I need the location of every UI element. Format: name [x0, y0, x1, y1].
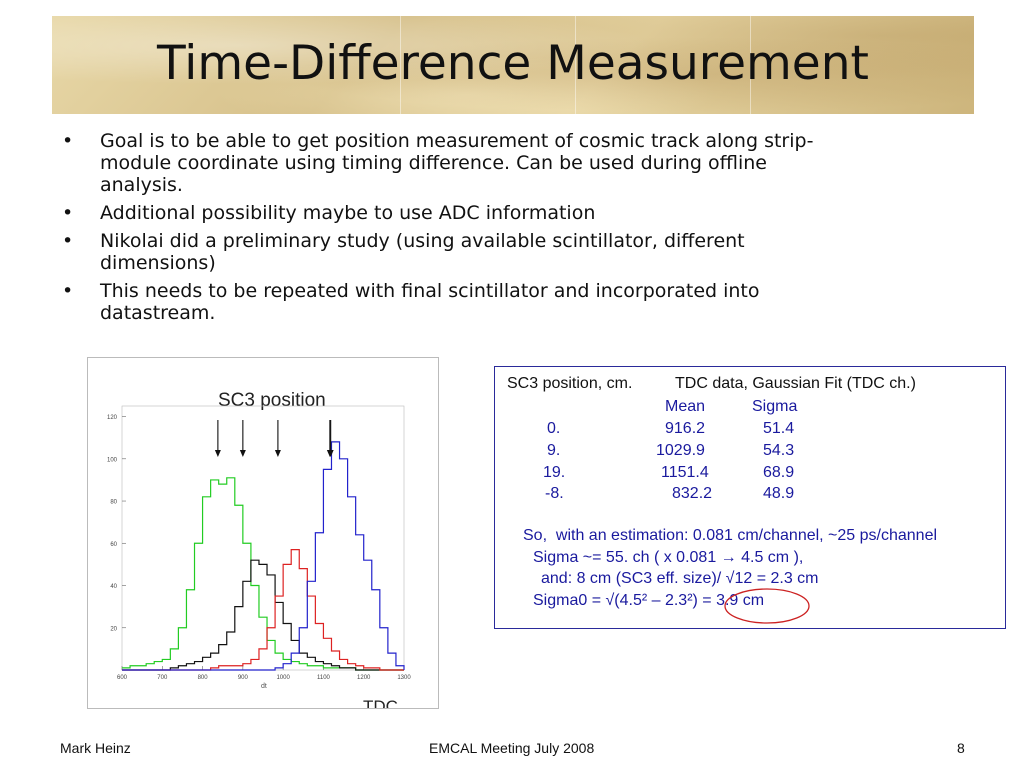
- banner-seam: [575, 16, 576, 114]
- highlight-overlay: [724, 588, 810, 624]
- x-tick-label: 1300: [397, 675, 411, 681]
- row-sigma: 51.4: [763, 420, 795, 437]
- bullet-list: • Goal is to be able to get position mea…: [62, 130, 962, 330]
- slide-title: Time-Difference Measurement: [157, 36, 869, 91]
- fit-header-right: TDC data, Gaussian Fit (TDC ch.): [675, 375, 916, 392]
- bullet-symbol: •: [62, 230, 74, 252]
- y-tick-label: 80: [110, 500, 117, 506]
- x-tick-label: 1000: [276, 675, 290, 681]
- x-tick-label: 700: [157, 675, 168, 681]
- row-mean: 916.2: [665, 420, 706, 437]
- fit-note: Sigma ~= 55. ch ( x 0.081 → 4.5 cm ),: [533, 549, 804, 566]
- histogram-plot: SC3 position 20 40 60 80 100 120 600 700 800 900…: [87, 357, 439, 709]
- y-axis: 20 40 60 80 100 120: [107, 415, 126, 632]
- x-tick-label: 1200: [357, 675, 371, 681]
- bullet-line: Nikolai did a preliminary study (using a…: [100, 230, 745, 252]
- col-mean-header: Mean: [665, 398, 706, 415]
- bullet-line: analysis.: [100, 174, 183, 196]
- row-mean: 1151.4: [661, 464, 709, 481]
- bullet-item: • Nikolai did a preliminary study (using…: [62, 230, 962, 274]
- bullet-item: • Additional possibility maybe to use AD…: [62, 202, 962, 224]
- y-tick-label: 40: [110, 584, 117, 590]
- col-sigma-header: Sigma: [752, 398, 798, 415]
- fit-note: and: 8 cm (SC3 eff. size)/ √12 = 2.3 cm: [541, 570, 819, 587]
- banner-seam: [400, 16, 401, 114]
- row-sigma: 54.3: [763, 442, 795, 459]
- footer-page-number: 8: [957, 740, 965, 756]
- position-arrow-head: [274, 450, 281, 457]
- bullet-symbol: •: [62, 280, 74, 302]
- bullet-line: This needs to be repeated with final sci…: [100, 280, 760, 302]
- histogram-svg: SC3 position 20 40 60 80 100 120 600 700 800 900…: [107, 390, 411, 708]
- fit-header-left: SC3 position, cm.: [507, 375, 633, 392]
- x-axis-title: TDC: [363, 697, 398, 708]
- histogram-series: [122, 477, 404, 671]
- row-position: -8.: [545, 485, 564, 502]
- bullet-item: • Goal is to be able to get position mea…: [62, 130, 962, 196]
- y-tick-label: 60: [110, 542, 117, 548]
- row-position: 19.: [543, 464, 566, 481]
- bullet-symbol: •: [62, 202, 74, 224]
- series-group: [122, 441, 405, 671]
- row-position: 9.: [547, 442, 561, 459]
- x-axis-label: dt: [261, 683, 267, 690]
- plot-area: [121, 405, 405, 671]
- fit-note: So, with an estimation: 0.081 cm/channel…: [523, 527, 938, 544]
- bullet-symbol: •: [62, 130, 74, 152]
- fit-results-box: SC3 position, cm. TDC data, Gaussian Fit…: [494, 366, 1006, 629]
- plot-title: SC3 position: [218, 390, 326, 411]
- x-tick-label: 1100: [317, 675, 331, 681]
- banner-seam: [750, 16, 751, 114]
- position-arrow-head: [239, 450, 246, 457]
- position-arrow-head: [327, 450, 334, 457]
- bullet-line: Goal is to be able to get position measu…: [100, 130, 814, 152]
- bullet-line: datastream.: [100, 302, 216, 324]
- y-tick-label: 120: [107, 415, 118, 421]
- bullet-line: module coordinate using timing differenc…: [100, 152, 767, 174]
- histogram-series: [122, 549, 404, 671]
- histogram-series: [122, 559, 404, 671]
- footer-meeting: EMCAL Meeting July 2008: [429, 740, 595, 756]
- title-banner: Time-Difference Measurement: [52, 16, 974, 114]
- fit-note: Sigma0 = √(4.5² – 2.3²) = 3.9 cm: [533, 592, 765, 609]
- bullet-item: • This needs to be repeated with final s…: [62, 280, 962, 324]
- position-arrows: [214, 420, 334, 457]
- bullet-line: Additional possibility maybe to use ADC …: [100, 202, 596, 224]
- position-arrow-head: [214, 450, 221, 457]
- row-sigma: 48.9: [763, 485, 795, 502]
- row-mean: 832.2: [672, 485, 713, 502]
- row-position: 0.: [547, 420, 561, 437]
- y-tick-label: 20: [110, 626, 117, 632]
- x-axis: 600 700 800 900 1000 1100 1200 1300: [117, 666, 411, 681]
- bullet-line: dimensions): [100, 252, 216, 274]
- histogram-series: [122, 441, 405, 671]
- x-tick-label: 800: [198, 675, 209, 681]
- x-tick-label: 900: [238, 675, 249, 681]
- x-tick-label: 600: [117, 675, 128, 681]
- row-sigma: 68.9: [763, 464, 795, 481]
- footer-author: Mark Heinz: [60, 740, 131, 756]
- y-tick-label: 100: [107, 457, 118, 463]
- row-mean: 1029.9: [656, 442, 705, 459]
